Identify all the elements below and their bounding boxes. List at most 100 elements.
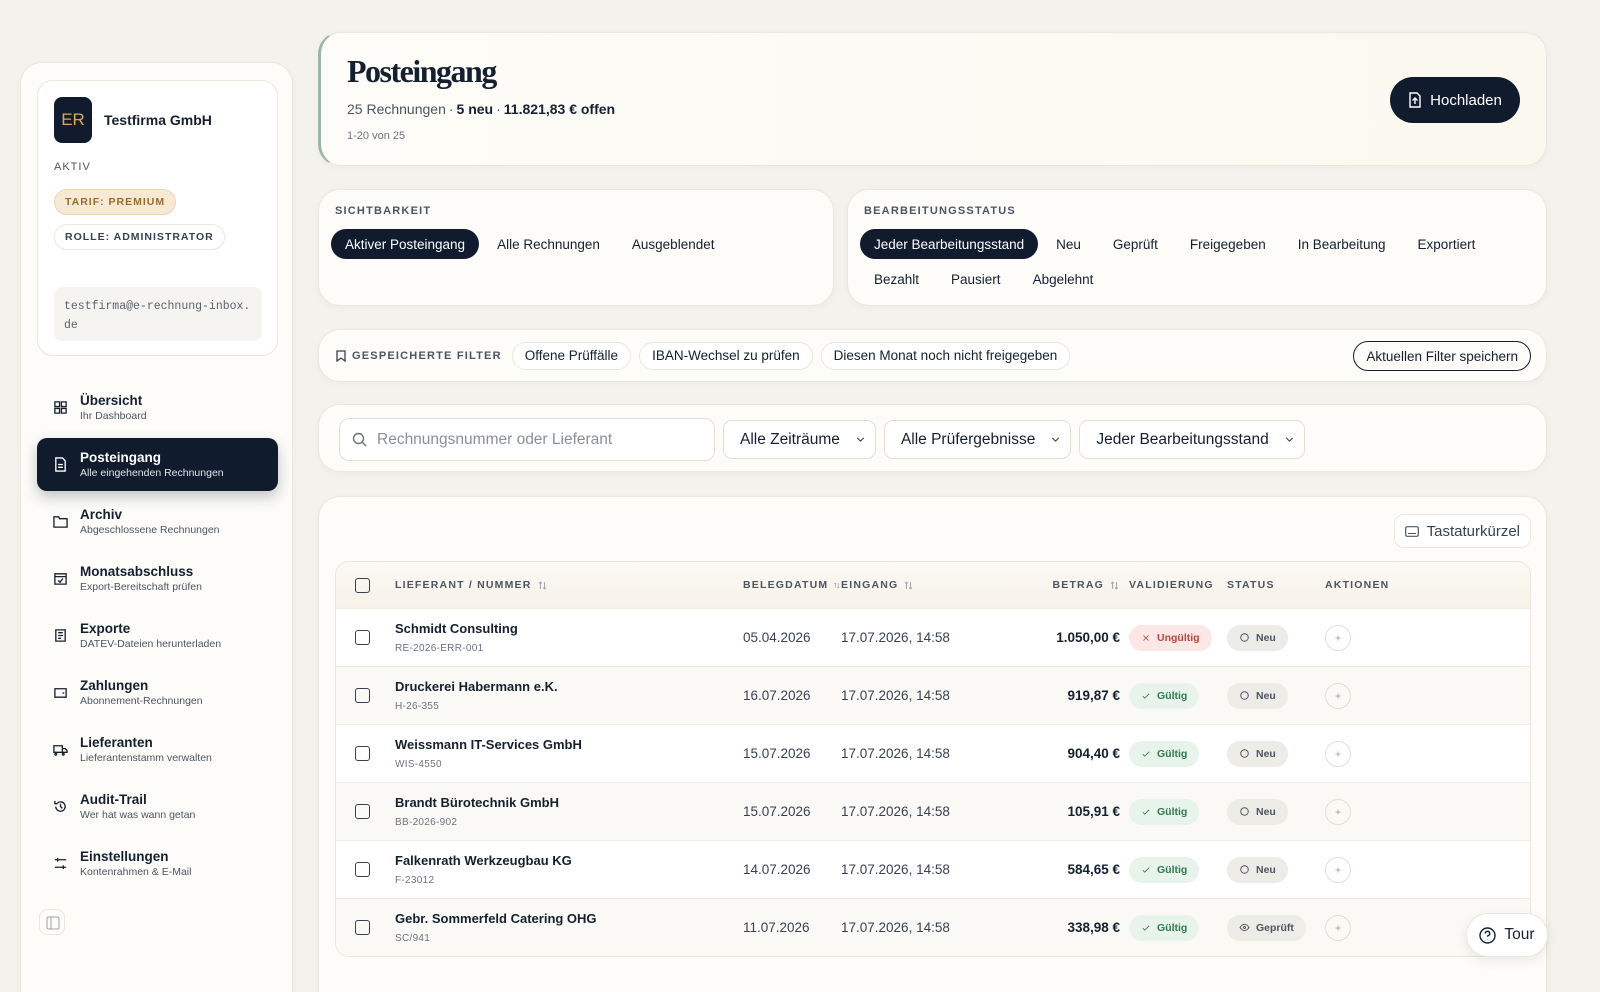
amount: 904,40 € <box>1067 746 1120 761</box>
nav-sub: Lieferantenstamm verwalten <box>80 752 212 764</box>
summary-part: · <box>448 101 454 117</box>
table-row[interactable]: Falkenrath Werkzeugbau KG F-23012 14.07.20… <box>336 840 1530 898</box>
invoice-number: RE-2026-ERR-001 <box>395 643 484 654</box>
saved-filter-chip[interactable]: IBAN-Wechsel zu prüfen <box>639 341 813 370</box>
cell: Gültig <box>1129 856 1227 883</box>
nav-label: Übersicht <box>80 393 143 408</box>
validation-badge: Gültig <box>1129 798 1200 825</box>
nav-item[interactable]: Posteingang Alle eingehenden Rechnungen <box>37 438 278 491</box>
upload-button[interactable]: Hochladen <box>1390 77 1520 123</box>
filter-option[interactable]: Pausiert <box>951 271 1001 287</box>
status-badge: Geprüft <box>1227 914 1306 941</box>
checkbox[interactable] <box>355 804 370 819</box>
nav-label: Einstellungen <box>80 849 169 864</box>
column-header[interactable]: LIEFERANT / NUMMER <box>395 579 743 591</box>
filter-option[interactable]: Ausgeblendet <box>631 236 715 252</box>
filter-option[interactable]: In Bearbeitung <box>1297 236 1386 252</box>
cell <box>336 746 395 761</box>
cell <box>1325 740 1530 767</box>
action-button[interactable] <box>1325 856 1351 883</box>
nav-label: Archiv <box>80 507 123 522</box>
nav-item[interactable]: Zahlungen Abonnement-Rechnungen <box>37 666 278 719</box>
nav-item[interactable]: Exporte DATEV-Dateien herunterladen <box>37 609 278 662</box>
search-input[interactable]: Rechnungsnummer oder Lieferant <box>339 418 715 461</box>
column-header[interactable]: BETRAG <box>1041 579 1129 591</box>
nav-sub: DATEV-Dateien herunterladen <box>80 638 222 650</box>
checkbox[interactable] <box>355 630 370 645</box>
amount: 919,87 € <box>1067 688 1120 703</box>
filter-option[interactable]: Bezahlt <box>874 271 920 287</box>
nav-item[interactable]: Einstellungen Kontenrahmen & E-Mail <box>37 837 278 890</box>
company-card: ER Testfirma GmbH AKTIV TARIF: PREMIUM RO… <box>37 80 278 356</box>
received: 17.07.2026, 14:58 <box>841 920 950 935</box>
nav-text: Archiv Abgeschlossene Rechnungen <box>80 507 220 536</box>
filter-option[interactable]: Geprüft <box>1112 236 1158 252</box>
invoice-number: F-23012 <box>395 875 435 886</box>
validation-icon <box>1142 809 1150 815</box>
company-state: AKTIV <box>54 161 91 173</box>
table-row[interactable]: Gebr. Sommerfeld Catering OHG SC/941 11.07… <box>336 898 1530 956</box>
validation-icon <box>1142 925 1150 931</box>
plus-icon <box>1335 693 1341 698</box>
supplier: Gebr. Sommerfeld Catering OHG <box>395 911 597 926</box>
cell: Neu <box>1227 624 1325 651</box>
supplier: Druckerei Habermann e.K. <box>395 679 558 694</box>
select[interactable]: Alle Prüfergebnisse <box>883 420 1072 459</box>
chevron-icon <box>1285 437 1293 442</box>
filter-option[interactable]: Freigegeben <box>1189 236 1266 252</box>
checkbox[interactable] <box>355 577 370 593</box>
help-icon <box>1479 926 1497 944</box>
action-button[interactable] <box>1325 624 1351 651</box>
shortcuts-button[interactable]: Tastaturkürzel <box>1393 514 1531 548</box>
nav-sub: Ihr Dashboard <box>80 410 147 422</box>
label-text: GESPEICHERTE FILTER <box>352 349 502 362</box>
nav-item[interactable]: Archiv Abgeschlossene Rechnungen <box>37 495 278 548</box>
filter-option[interactable]: Alle Rechnungen <box>497 236 600 252</box>
filter-option[interactable]: Neu <box>1056 236 1081 252</box>
checkbox[interactable] <box>355 862 370 877</box>
validation-label: Ungültig <box>1157 631 1200 644</box>
nav-item[interactable]: Monatsabschluss Export-Bereitschaft prüfe… <box>37 552 278 605</box>
column-header[interactable]: BELEGDATUM <box>743 579 841 591</box>
filter-option[interactable]: Abgelehnt <box>1032 271 1094 287</box>
action-button[interactable] <box>1325 740 1351 767</box>
nav-label: Monatsabschluss <box>80 564 194 579</box>
table-row[interactable]: Weissmann IT-Services GmbH WIS-4550 15.07.… <box>336 724 1530 782</box>
received: 17.07.2026, 14:58 <box>841 630 950 645</box>
action-button[interactable] <box>1325 798 1351 825</box>
nav-icon <box>54 857 67 870</box>
filter-option[interactable]: Exportiert <box>1417 236 1476 252</box>
filter-option[interactable]: Aktiver Posteingang <box>331 229 480 259</box>
nav-item[interactable]: Audit-Trail Wer hat was wann getan <box>37 780 278 833</box>
amount: 584,65 € <box>1067 862 1120 877</box>
table-row[interactable]: Brandt Bürotechnik GmbH BB-2026-902 15.07.… <box>336 782 1530 840</box>
cell: Gültig <box>1129 914 1227 941</box>
nav-item[interactable]: Übersicht Ihr Dashboard <box>37 381 278 434</box>
collapse-button[interactable] <box>39 909 65 935</box>
saved-filter-chip[interactable]: Offene Prüffälle <box>511 341 632 370</box>
select[interactable]: Alle Zeiträume <box>723 420 876 459</box>
status-icon <box>1240 691 1249 700</box>
cell <box>336 862 395 877</box>
status-label: Neu <box>1256 805 1276 818</box>
nav-item[interactable]: Lieferanten Lieferantenstamm verwalten <box>37 723 278 776</box>
table-row[interactable]: Schmidt Consulting RE-2026-ERR-001 05.04.2… <box>336 608 1530 666</box>
checkbox[interactable] <box>355 746 370 761</box>
filter-option[interactable]: Jeder Bearbeitungsstand <box>860 229 1039 259</box>
nav-icon <box>54 573 67 585</box>
cell <box>1325 624 1530 651</box>
save-filter-button[interactable]: Aktuellen Filter speichern <box>1353 341 1531 371</box>
tour-button[interactable]: Tour <box>1466 913 1548 957</box>
nav-icon <box>55 457 66 472</box>
select[interactable]: Jeder Bearbeitungsstand <box>1079 420 1305 459</box>
saved-filter-chip[interactable]: Diesen Monat noch nicht freigegeben <box>820 341 1071 370</box>
action-button[interactable] <box>1325 682 1351 709</box>
table-row[interactable]: Druckerei Habermann e.K. H-26-355 16.07.20… <box>336 666 1530 724</box>
column-label: BETRAG <box>1052 579 1104 591</box>
column-header[interactable]: EINGANG <box>841 579 1041 591</box>
plus-icon <box>1335 867 1341 872</box>
status-label: Neu <box>1256 863 1276 876</box>
action-button[interactable] <box>1325 914 1351 941</box>
checkbox[interactable] <box>355 688 370 703</box>
checkbox[interactable] <box>355 920 370 935</box>
